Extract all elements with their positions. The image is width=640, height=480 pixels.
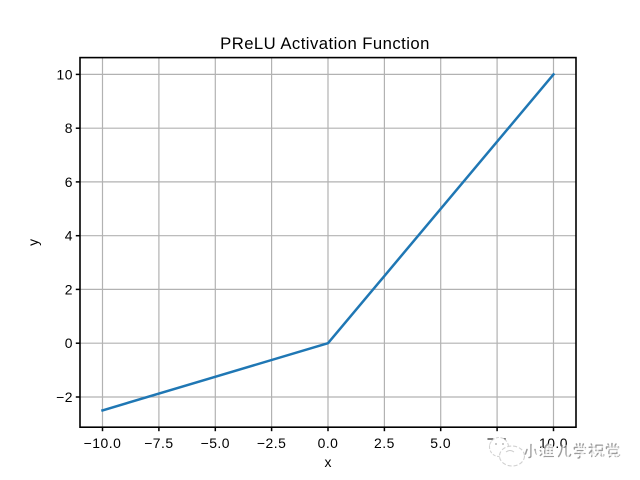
svg-text:x: x <box>325 454 332 470</box>
svg-text:−5.0: −5.0 <box>201 435 230 451</box>
svg-text:0.0: 0.0 <box>318 435 339 451</box>
svg-text:−2: −2 <box>56 389 73 405</box>
svg-text:−7.5: −7.5 <box>144 435 173 451</box>
svg-text:2.5: 2.5 <box>374 435 395 451</box>
svg-text:−10.0: −10.0 <box>84 435 122 451</box>
svg-text:5.0: 5.0 <box>430 435 451 451</box>
svg-text:PReLU Activation Function: PReLU Activation Function <box>220 34 430 53</box>
svg-text:6: 6 <box>65 174 73 190</box>
svg-text:8: 8 <box>65 120 73 136</box>
svg-text:10: 10 <box>57 66 73 82</box>
svg-text:−2.5: −2.5 <box>257 435 286 451</box>
svg-text:2: 2 <box>65 281 73 297</box>
svg-text:4: 4 <box>65 228 73 244</box>
svg-text:0: 0 <box>65 335 73 351</box>
svg-text:y: y <box>25 239 41 246</box>
